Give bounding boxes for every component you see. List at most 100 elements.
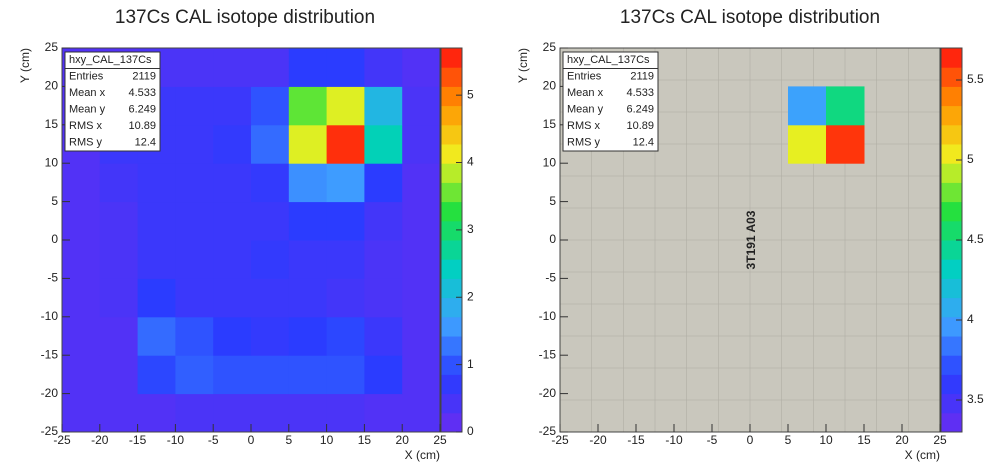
heat-cell	[288, 48, 328, 87]
colorbar-step	[941, 240, 962, 260]
heat-cell	[402, 278, 441, 318]
z-tick-label: 5	[467, 87, 474, 101]
heat-cell	[364, 86, 403, 126]
heat-cell	[62, 278, 101, 318]
heat-cell	[364, 48, 403, 87]
heat-cell	[364, 393, 403, 433]
z-tick-label: 5.5	[967, 72, 984, 86]
x-tick-label: -10	[167, 433, 185, 447]
heat-cell	[213, 124, 252, 164]
z-tick-label: 5	[967, 152, 974, 166]
y-tick-label: -10	[41, 309, 59, 323]
x-tick-label: -20	[589, 433, 607, 447]
heat-cell	[251, 124, 290, 164]
heat-cell	[175, 240, 214, 279]
colorbar-step	[441, 105, 462, 126]
y-tick-label: -25	[41, 424, 59, 438]
stats-value: 4.533	[626, 87, 654, 99]
heat-cell	[402, 393, 441, 433]
z-tick-label: 4	[467, 155, 474, 169]
heat-cell	[288, 86, 328, 126]
heat-cell	[402, 316, 441, 356]
stats-value: 4.533	[128, 87, 156, 99]
heat-cell	[288, 201, 328, 241]
heat-cell	[326, 393, 365, 433]
heat-cell	[288, 316, 328, 356]
y-tick-label: -20	[539, 386, 557, 400]
colorbar-step	[941, 374, 962, 395]
heat-cell	[288, 393, 328, 433]
x-tick-label: -5	[707, 433, 718, 447]
x-tick-label: 10	[320, 433, 334, 447]
heat-cell	[175, 124, 214, 164]
x-tick-label: 15	[857, 433, 871, 447]
y-tick-label: -15	[41, 347, 59, 361]
heat-cell	[326, 201, 365, 241]
stats-label: RMS y	[567, 137, 601, 149]
heat-cell	[251, 201, 290, 241]
heat-cell	[251, 240, 290, 279]
heat-cell	[175, 163, 214, 203]
stats-value: 2119	[132, 71, 156, 83]
colorbar-step	[941, 220, 962, 241]
heat-cell	[137, 240, 176, 279]
heat-cell	[288, 355, 328, 395]
colorbar-step	[941, 86, 962, 107]
colorbar-step	[441, 259, 462, 279]
y-axis-label: Y (cm)	[18, 48, 32, 83]
heat-cell	[788, 86, 827, 126]
y-tick-label: 5	[51, 194, 58, 208]
colorbar-step	[441, 182, 462, 203]
heat-cell	[99, 240, 139, 279]
heat-cell	[62, 393, 101, 433]
heat-cell	[213, 240, 252, 279]
heat-cell	[364, 163, 403, 203]
heat-cell	[326, 240, 365, 279]
colorbar-step	[941, 259, 962, 279]
chart-title: 137Cs CAL isotope distribution	[620, 7, 880, 28]
stats-title: hxy_CAL_137Cs	[69, 54, 152, 66]
colorbar-step	[941, 182, 962, 203]
heat-cell	[175, 393, 214, 433]
heat-cell	[175, 316, 214, 356]
stats-label: RMS x	[567, 120, 601, 132]
y-axis-label: Y (cm)	[516, 48, 530, 83]
heat-cell	[326, 355, 365, 395]
y-tick-label: 15	[45, 117, 59, 131]
heat-cell	[99, 316, 139, 356]
heat-cell	[402, 86, 441, 126]
x-tick-label: 0	[248, 433, 255, 447]
heat-cell	[137, 201, 176, 241]
heat-cell	[99, 393, 139, 433]
colorbar-step	[941, 316, 962, 337]
stats-label: Entries	[69, 71, 104, 83]
colorbar-frame	[440, 47, 463, 433]
y-tick-label: 10	[45, 155, 59, 169]
heat-cell	[99, 201, 139, 241]
heat-cell	[402, 355, 441, 395]
stats-value: 10.89	[626, 120, 654, 132]
heat-cell	[364, 355, 403, 395]
heat-cell	[175, 86, 214, 126]
y-tick-label: -25	[539, 424, 557, 438]
colorbar-step	[441, 86, 462, 107]
x-tick-label: -15	[129, 433, 147, 447]
colorbar-step	[441, 316, 462, 337]
colorbar-step	[441, 163, 462, 183]
heat-cell	[251, 393, 290, 433]
stats-title: hxy_CAL_137Cs	[567, 54, 650, 66]
heat-cell	[251, 355, 290, 395]
colorbar-step	[441, 67, 462, 87]
heat-cell	[137, 355, 176, 395]
x-axis-label: X (cm)	[405, 448, 440, 462]
heat-cell	[364, 124, 403, 164]
heat-cell	[364, 278, 403, 318]
y-tick-label: 10	[543, 155, 557, 169]
chart-title: 137Cs CAL isotope distribution	[115, 7, 375, 28]
stats-label: Entries	[567, 71, 602, 83]
colorbar-step	[941, 412, 962, 433]
heat-cell	[251, 48, 290, 87]
colorbar-step	[441, 144, 462, 164]
x-tick-label: 10	[819, 433, 833, 447]
